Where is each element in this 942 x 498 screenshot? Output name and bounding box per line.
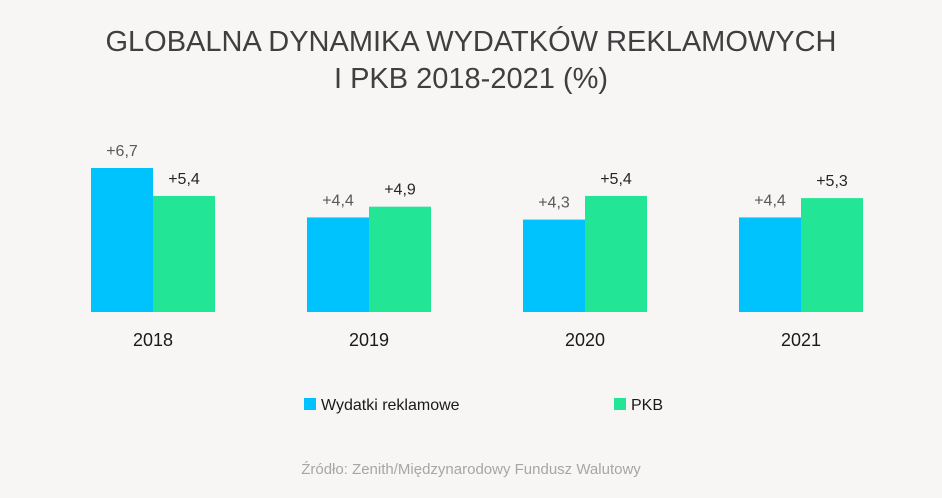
source-note: Źródło: Zenith/Międzynarodowy Fundusz Wa… [301, 461, 641, 478]
bar-pkb-2018 [153, 195, 215, 312]
x-tick-label-2019: 2019 [349, 330, 389, 350]
x-tick-label-2021: 2021 [781, 330, 821, 350]
chart-title-line-2: I PKB 2018-2021 (%) [334, 63, 608, 95]
legend-swatch-wydatki [304, 398, 316, 410]
data-label-wydatki-2019: +4,4 [322, 192, 354, 209]
data-label-pkb-2018: +5,4 [168, 171, 200, 188]
legend: Wydatki reklamowe PKB [304, 397, 663, 414]
data-label-wydatki-2020: +4,3 [538, 195, 570, 212]
data-labels-group: +6,7 +5,4 +4,4 +4,9 +4,3 +5,4 +4,4 +5,3 [106, 143, 848, 212]
bar-wydatki-2019 [307, 217, 369, 312]
data-label-pkb-2020: +5,4 [600, 171, 632, 188]
bars-group [91, 168, 863, 312]
data-label-pkb-2021: +5,3 [816, 173, 848, 190]
legend-label-pkb: PKB [631, 397, 663, 414]
x-tick-label-2020: 2020 [565, 330, 605, 350]
data-label-pkb-2019: +4,9 [384, 182, 416, 199]
bar-pkb-2019 [369, 206, 431, 312]
x-axis-tick-labels: 2018 2019 2020 2021 [133, 330, 821, 350]
bar-wydatki-2018 [91, 168, 153, 312]
bar-wydatki-2020 [523, 219, 585, 312]
legend-label-wydatki: Wydatki reklamowe [321, 397, 460, 414]
data-label-wydatki-2018: +6,7 [106, 143, 138, 160]
data-label-wydatki-2021: +4,4 [754, 192, 786, 209]
bar-pkb-2021 [801, 198, 863, 312]
bar-wydatki-2021 [739, 217, 801, 312]
bar-pkb-2020 [585, 195, 647, 312]
chart-title: GLOBALNA DYNAMIKA WYDATKÓW REKLAMOWYCH I… [105, 25, 836, 95]
chart-title-line-1: GLOBALNA DYNAMIKA WYDATKÓW REKLAMOWYCH [105, 25, 836, 58]
x-tick-label-2018: 2018 [133, 330, 173, 350]
legend-swatch-pkb [614, 398, 626, 410]
